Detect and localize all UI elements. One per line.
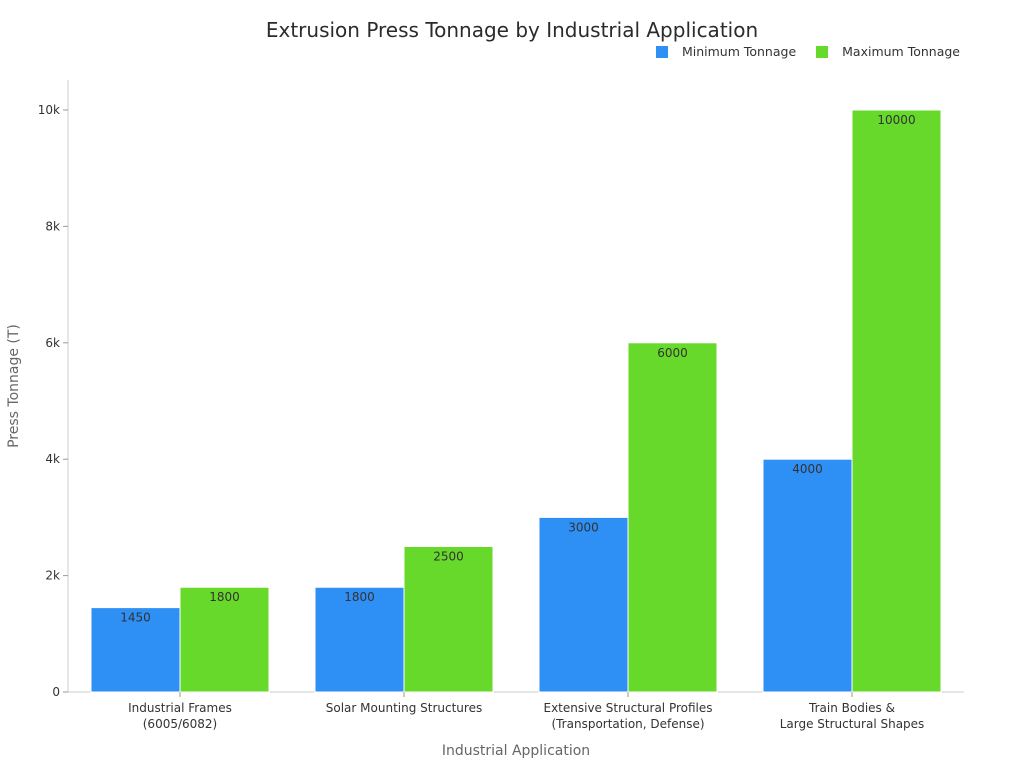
bar-minimum: [314, 586, 405, 693]
bar-minimum: [762, 458, 853, 693]
x-tick-label: Industrial Frames (6005/6082): [128, 701, 232, 731]
x-tick-label-line: Extensive Structural Profiles: [543, 701, 712, 715]
bar-value-label: 3000: [568, 520, 599, 534]
y-tick-label: 0: [52, 685, 60, 699]
y-tick-label: 8k: [45, 219, 60, 233]
legend-swatch-minimum: [655, 45, 668, 58]
legend-label-maximum: Maximum Tonnage: [842, 44, 960, 59]
y-tick-label: 6k: [45, 336, 60, 350]
bar-value-label: 10000: [877, 113, 915, 127]
y-tick-label: 4k: [45, 452, 60, 466]
x-tick-label: Train Bodies & Large Structural Shapes: [780, 701, 925, 731]
x-tick-label-line: (Transportation, Defense): [551, 717, 704, 731]
y-tick-label: 10k: [38, 103, 60, 117]
legend-swatch-maximum: [816, 45, 829, 58]
bar-value-label: 1800: [344, 590, 375, 604]
x-tick-label-line: Train Bodies &: [808, 701, 895, 715]
bar-value-label: 1800: [209, 590, 240, 604]
legend-item-minimum[interactable]: Minimum Tonnage: [655, 44, 797, 59]
x-tick-label-line: (6005/6082): [143, 717, 217, 731]
bar-minimum: [538, 516, 629, 693]
x-axis-title: Industrial Application: [442, 743, 590, 759]
legend: Minimum Tonnage Maximum Tonnage: [636, 44, 960, 59]
chart-title: Extrusion Press Tonnage by Industrial Ap…: [265, 18, 759, 42]
bar-maximum: [179, 586, 270, 693]
bar-maximum: [627, 342, 718, 693]
bar-value-label: 6000: [657, 346, 688, 360]
x-tick-label-line: Solar Mounting Structures: [326, 701, 482, 715]
legend-item-maximum[interactable]: Maximum Tonnage: [816, 44, 960, 59]
bar-maximum: [403, 546, 494, 693]
x-tick-label: Solar Mounting Structures: [326, 701, 482, 715]
x-tick-label-line: Large Structural Shapes: [780, 717, 925, 731]
legend-label-minimum: Minimum Tonnage: [681, 44, 797, 59]
bar-value-label: 4000: [792, 462, 823, 476]
x-tick-label: Extensive Structural Profiles (Transporta…: [543, 701, 712, 731]
y-axis-title: Press Tonnage (T): [6, 324, 22, 448]
bar-value-label: 1450: [120, 611, 151, 625]
bar-maximum: [851, 109, 942, 693]
bar-value-label: 2500: [433, 550, 464, 564]
x-tick-label-line: Industrial Frames: [128, 701, 232, 715]
y-tick-label: 2k: [45, 569, 60, 583]
bar-minimum: [90, 607, 181, 693]
